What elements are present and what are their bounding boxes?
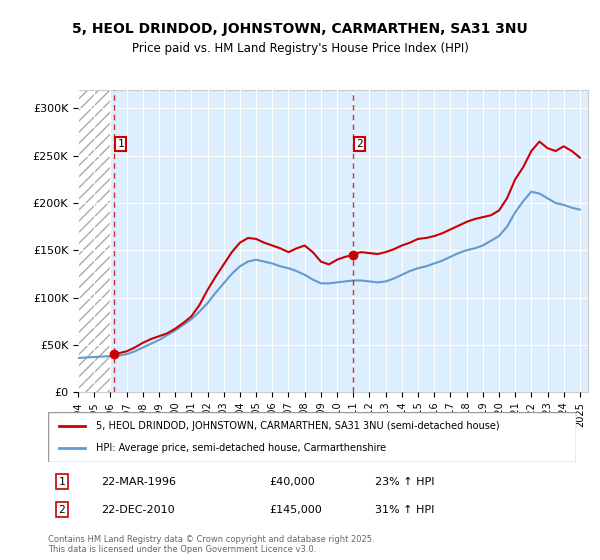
Bar [78,90,110,392]
Text: 22-DEC-2010: 22-DEC-2010 [101,505,175,515]
Text: 5, HEOL DRINDOD, JOHNSTOWN, CARMARTHEN, SA31 3NU: 5, HEOL DRINDOD, JOHNSTOWN, CARMARTHEN, … [72,22,528,36]
Text: Contains HM Land Registry data © Crown copyright and database right 2025.
This d: Contains HM Land Registry data © Crown c… [48,535,374,554]
Text: 23% ↑ HPI: 23% ↑ HPI [376,477,435,487]
Text: 31% ↑ HPI: 31% ↑ HPI [376,505,435,515]
Bar [78,90,110,392]
Text: £145,000: £145,000 [270,505,323,515]
Text: £40,000: £40,000 [270,477,316,487]
Text: 1: 1 [59,477,65,487]
Text: Price paid vs. HM Land Registry's House Price Index (HPI): Price paid vs. HM Land Registry's House … [131,42,469,55]
Text: HPI: Average price, semi-detached house, Carmarthenshire: HPI: Average price, semi-detached house,… [95,443,386,453]
Text: 22-MAR-1996: 22-MAR-1996 [101,477,176,487]
Text: 1: 1 [118,139,124,149]
Text: 5, HEOL DRINDOD, JOHNSTOWN, CARMARTHEN, SA31 3NU (semi-detached house): 5, HEOL DRINDOD, JOHNSTOWN, CARMARTHEN, … [95,421,499,431]
Text: 2: 2 [356,139,363,149]
Text: 2: 2 [59,505,65,515]
FancyBboxPatch shape [48,412,576,462]
